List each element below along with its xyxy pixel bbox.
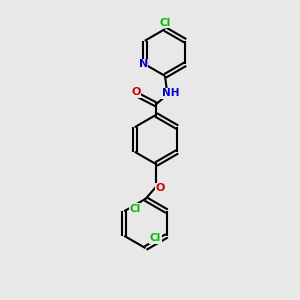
- Text: NH: NH: [162, 88, 179, 98]
- Text: O: O: [156, 183, 165, 194]
- Text: Cl: Cl: [150, 233, 161, 243]
- Text: Cl: Cl: [130, 204, 141, 214]
- Text: O: O: [131, 87, 141, 98]
- Text: N: N: [139, 59, 148, 69]
- Text: Cl: Cl: [159, 17, 171, 28]
